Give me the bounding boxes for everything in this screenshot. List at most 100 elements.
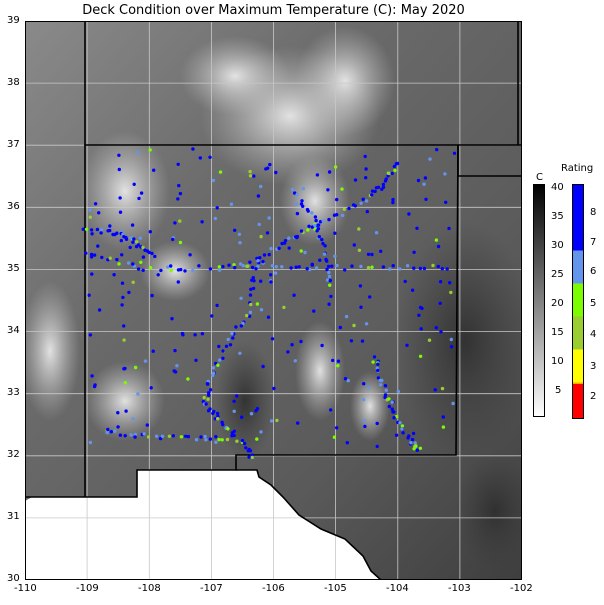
bridge-point [156, 273, 160, 277]
bridge-point [216, 363, 220, 367]
mountain-shading [80, 131, 170, 251]
bridge-point [252, 174, 256, 178]
bridge-point [376, 362, 380, 366]
bridge-point [240, 438, 245, 443]
bridge-point [97, 308, 102, 312]
bridge-point [89, 228, 94, 232]
y-tick-label: 34 [7, 325, 20, 336]
bridge-point [359, 305, 363, 309]
bridge-point [419, 327, 423, 331]
rating-tick-label: 7 [590, 237, 597, 248]
bridge-point [96, 244, 100, 248]
bridge-point [123, 381, 128, 385]
bridge-point [353, 178, 358, 182]
bridge-point [210, 373, 215, 378]
bridge-point [282, 305, 286, 310]
bridge-point [418, 446, 423, 450]
bridge-point [274, 265, 278, 269]
bridge-point [213, 216, 217, 221]
bridge-point [444, 200, 448, 204]
bridge-point [241, 264, 246, 268]
bridge-point [363, 154, 367, 159]
bridge-point [424, 197, 428, 201]
bridge-point [84, 227, 89, 231]
bridge-point [115, 257, 119, 262]
bridge-point [287, 236, 291, 240]
bridge-point [175, 364, 179, 368]
bridge-point [327, 170, 332, 174]
bridge-point [214, 440, 218, 444]
bridge-point [338, 325, 342, 330]
bridge-point [364, 167, 368, 171]
bridge-point [440, 386, 445, 391]
bridge-point [116, 425, 120, 429]
bridge-point [217, 437, 221, 442]
mountain-shading [350, 371, 390, 441]
bridge-point [318, 258, 322, 262]
bridge-point [129, 433, 133, 437]
bridge-point [136, 392, 140, 396]
rating-swatch-7 [572, 250, 584, 284]
bridge-point [418, 266, 423, 271]
bridge-point [215, 303, 219, 308]
bridge-point [95, 227, 100, 232]
bridge-point [233, 228, 237, 232]
bridge-point [169, 268, 173, 273]
bridge-point [326, 188, 330, 192]
rating-tick-label: 6 [590, 266, 597, 277]
bridge-point [128, 245, 132, 250]
bridge-point [294, 265, 298, 269]
bridge-point [99, 231, 103, 235]
bridge-point [358, 284, 363, 288]
bridge-point [191, 268, 195, 273]
bridge-point [411, 431, 416, 436]
bridge-point [299, 249, 303, 253]
bridge-point [391, 197, 395, 202]
bridge-point [283, 239, 288, 243]
bridge-point [333, 165, 338, 169]
bridge-point [317, 235, 321, 239]
bridge-point [141, 268, 145, 272]
temperature-tick-label: 15 [551, 327, 564, 338]
bridge-point [391, 200, 395, 205]
bridge-point [197, 264, 201, 268]
bridge-point [270, 264, 275, 268]
bridge-point [325, 259, 329, 263]
bridge-point [198, 156, 202, 160]
bridge-point [394, 433, 399, 437]
x-tick-label: -110 [14, 583, 37, 594]
bridge-point [119, 238, 124, 243]
bridge-point [169, 264, 173, 268]
bridge-point [238, 241, 242, 245]
bridge-point [357, 227, 361, 231]
bridge-point [258, 256, 262, 260]
bridge-point [237, 232, 242, 236]
bridge-point [269, 280, 273, 284]
bridge-point [436, 264, 440, 269]
bridge-point [120, 281, 125, 285]
bridge-point [299, 339, 303, 344]
bridge-point [350, 264, 354, 268]
bridge-point [148, 148, 152, 152]
bridge-point [261, 364, 265, 369]
bridge-point [215, 411, 220, 416]
bridge-point [186, 377, 190, 381]
y-tick-label: 35 [7, 263, 20, 274]
rating-swatch-7-8 [572, 217, 584, 251]
bridge-point [277, 246, 281, 250]
bridge-point [89, 255, 94, 259]
bridge-point [170, 317, 174, 321]
bridge-point [321, 219, 325, 223]
mountain-shading [140, 241, 210, 301]
bridge-point [383, 384, 388, 388]
bridge-point [228, 343, 233, 347]
bridge-point [343, 268, 347, 272]
bridge-points [81, 147, 457, 460]
bridge-point [335, 197, 339, 202]
bridge-point [226, 337, 230, 342]
bridge-point [226, 427, 230, 431]
bridge-point [266, 315, 271, 319]
bridge-point [359, 264, 363, 269]
bridge-point [362, 419, 366, 423]
bridge-point [269, 273, 273, 277]
